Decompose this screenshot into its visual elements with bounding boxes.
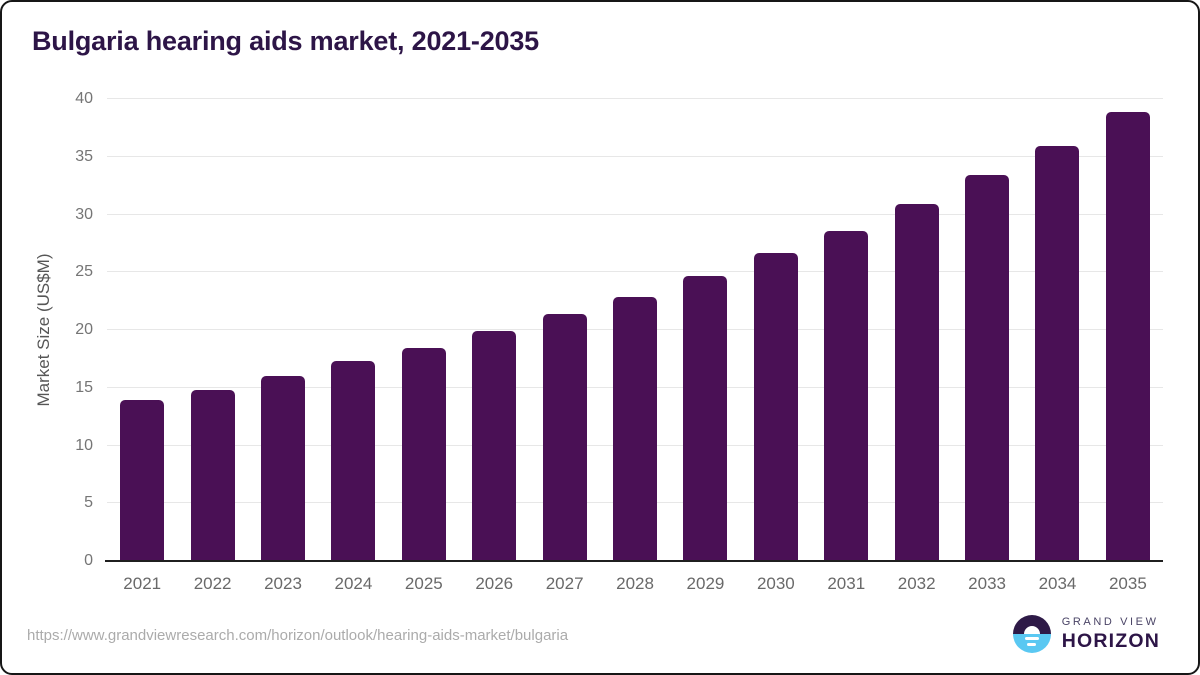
x-axis-label-2024: 2024 xyxy=(334,574,373,593)
bar-2033[interactable] xyxy=(965,175,1010,561)
y-tick-label-35: 35 xyxy=(75,147,93,165)
icon-sun-dome xyxy=(1023,626,1040,634)
y-tick-label-15: 15 xyxy=(75,378,93,396)
bar-column-2028: 2028 xyxy=(600,99,670,593)
chart-title: Bulgaria hearing aids market, 2021-2035 xyxy=(32,26,539,56)
y-tick-label-40: 40 xyxy=(75,90,93,107)
bar-2022[interactable] xyxy=(190,390,235,561)
plot-area: 2021 2022 2023 2024 2025 2026 2027 2028 2029 2030… xyxy=(75,91,1163,593)
y-tick-label-5: 5 xyxy=(84,494,93,512)
y-tick-label-10: 10 xyxy=(75,436,93,454)
y-tick-label-0: 0 xyxy=(84,552,93,569)
icon-sky-half xyxy=(1012,615,1051,634)
gridline-25 xyxy=(107,271,1163,273)
bar-2032[interactable] xyxy=(894,204,939,561)
x-axis-label-2030: 2030 xyxy=(756,574,795,593)
bar-2023[interactable] xyxy=(261,376,306,561)
logo-text: GRAND VIEW HORIZON xyxy=(1062,616,1160,653)
footer: https://www.grandviewresearch.com/horizo… xyxy=(2,607,1198,673)
bar-2029[interactable] xyxy=(683,275,728,561)
bar-2021[interactable] xyxy=(120,400,165,561)
x-axis-label-2033: 2033 xyxy=(968,574,1006,593)
x-axis-label-2035: 2035 xyxy=(1108,574,1147,593)
x-axis-label-2027: 2027 xyxy=(545,574,584,593)
bar-column-2035: 2035 xyxy=(1093,99,1163,593)
source-url: https://www.grandviewresearch.com/horizo… xyxy=(27,627,569,644)
bar-2034[interactable] xyxy=(1035,146,1080,561)
bar-column-2032: 2032 xyxy=(881,99,951,593)
x-axis-label-2032: 2032 xyxy=(897,574,936,593)
y-axis-title: Market Size (US$M) xyxy=(34,253,53,407)
gridline-30 xyxy=(107,213,1163,215)
icon-reflection-line-1 xyxy=(1024,637,1039,640)
bar-column-2030: 2030 xyxy=(741,99,811,593)
grand-view-horizon-logo: GRAND VIEW HORIZON xyxy=(1012,615,1160,653)
x-axis-label-2028: 2028 xyxy=(616,574,654,593)
logo-horizon-label: HORIZON xyxy=(1061,629,1160,652)
y-tick-label-20: 20 xyxy=(75,321,93,338)
bar-2031[interactable] xyxy=(824,230,869,561)
x-axis-label-2025: 2025 xyxy=(404,574,443,593)
bar-2025[interactable] xyxy=(401,348,446,561)
bar-2026[interactable] xyxy=(472,331,517,561)
y-tick-label-25: 25 xyxy=(75,263,93,281)
icon-reflection-line-2 xyxy=(1027,642,1037,646)
x-axis-label-2021: 2021 xyxy=(123,574,162,593)
bar-column-2034: 2034 xyxy=(1022,99,1092,593)
bar-column-2027: 2027 xyxy=(529,99,599,593)
bar-series: 2021 2022 2023 2024 2025 2026 2027 2028 2029 2030… xyxy=(107,99,1163,593)
bar-column-2029: 2029 xyxy=(670,99,740,593)
bar-column-2033: 2033 xyxy=(952,99,1022,593)
x-axis-label-2022: 2022 xyxy=(193,574,232,593)
x-axis-label-2034: 2034 xyxy=(1038,574,1077,593)
gridline-40 xyxy=(107,98,1163,99)
bar-column-2022: 2022 xyxy=(177,99,247,593)
logo-grand-view-label: GRAND VIEW xyxy=(1061,615,1159,628)
x-axis-label-2023: 2023 xyxy=(264,574,302,593)
x-axis-label-2029: 2029 xyxy=(686,574,725,593)
bar-column-2025: 2025 xyxy=(389,99,459,593)
bar-column-2021: 2021 xyxy=(107,99,177,593)
x-axis-label-2031: 2031 xyxy=(827,574,866,593)
y-tick-label-30: 30 xyxy=(75,205,93,223)
x-axis-label-2026: 2026 xyxy=(475,574,514,593)
bar-column-2031: 2031 xyxy=(811,99,881,593)
bar-2024[interactable] xyxy=(331,361,376,561)
bar-2030[interactable] xyxy=(753,252,798,561)
bar-column-2024: 2024 xyxy=(318,99,388,593)
bar-2028[interactable] xyxy=(613,296,658,561)
bar-2027[interactable] xyxy=(542,313,587,561)
gridline-35 xyxy=(107,155,1163,157)
x-axis-line xyxy=(105,560,1163,562)
bar-column-2026: 2026 xyxy=(459,99,529,593)
bar-2035[interactable] xyxy=(1105,111,1150,561)
bar-column-2023: 2023 xyxy=(248,99,318,593)
horizon-sunset-icon xyxy=(1012,615,1051,653)
